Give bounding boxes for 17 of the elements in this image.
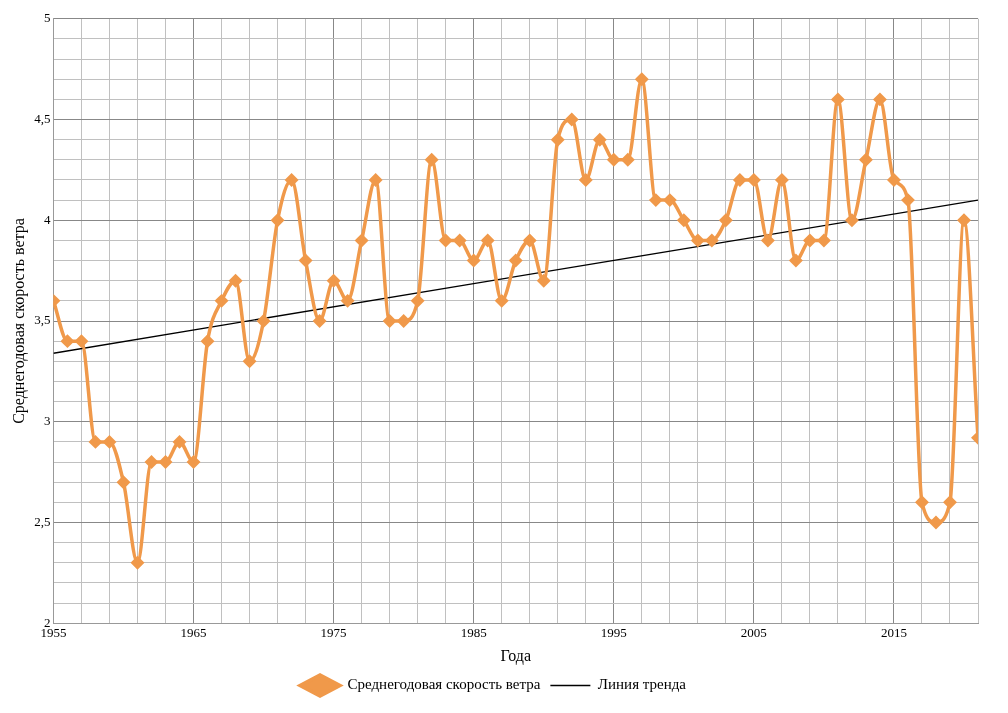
x-tick-label: 1965: [180, 625, 207, 641]
y-tick-label: 4: [43, 211, 51, 227]
x-tick-label: 1995: [600, 625, 627, 641]
y-tick-label: 4,5: [34, 110, 51, 126]
y-tick-label: 5: [43, 10, 51, 26]
x-tick-label: 2015: [880, 625, 907, 641]
y-tick-label: 3: [43, 413, 51, 429]
legend-label: Среднегодовая скорость ветра: [347, 676, 541, 693]
x-tick-label: 1975: [320, 625, 347, 641]
x-axis-title: Года: [500, 646, 532, 665]
x-tick-label: 1985: [460, 625, 487, 641]
x-tick-label: 2005: [740, 625, 767, 641]
y-tick-label: 3,5: [34, 312, 51, 328]
legend-label: Линия тренда: [597, 676, 687, 693]
y-tick-label: 2: [43, 614, 51, 630]
y-tick-label: 2,5: [34, 513, 51, 529]
y-axis-title: Среднегодовая скорость ветра: [9, 218, 28, 424]
